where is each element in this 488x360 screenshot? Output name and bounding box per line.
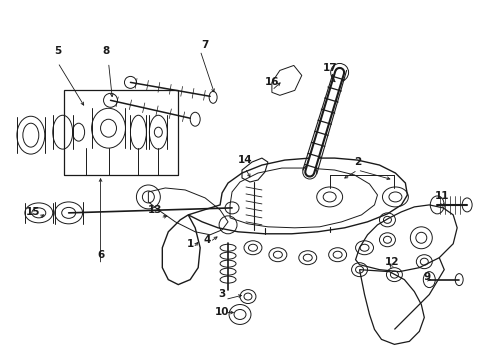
Text: 14: 14 [237,155,252,165]
Text: 17: 17 [322,63,336,73]
Text: 5: 5 [54,45,61,55]
Text: 8: 8 [102,45,109,55]
Text: 11: 11 [434,191,448,201]
Text: 16: 16 [264,77,279,87]
Text: 1: 1 [186,239,193,249]
Text: 10: 10 [214,307,229,318]
Text: 15: 15 [25,207,40,217]
Text: 9: 9 [423,272,430,282]
Text: 12: 12 [385,257,399,267]
Text: 13: 13 [148,205,163,215]
Text: 6: 6 [97,250,104,260]
Bar [63,90,178,175]
Text: 3: 3 [218,289,225,298]
Text: 4: 4 [203,235,210,245]
Text: 2: 2 [353,157,361,167]
Text: 7: 7 [201,40,208,50]
